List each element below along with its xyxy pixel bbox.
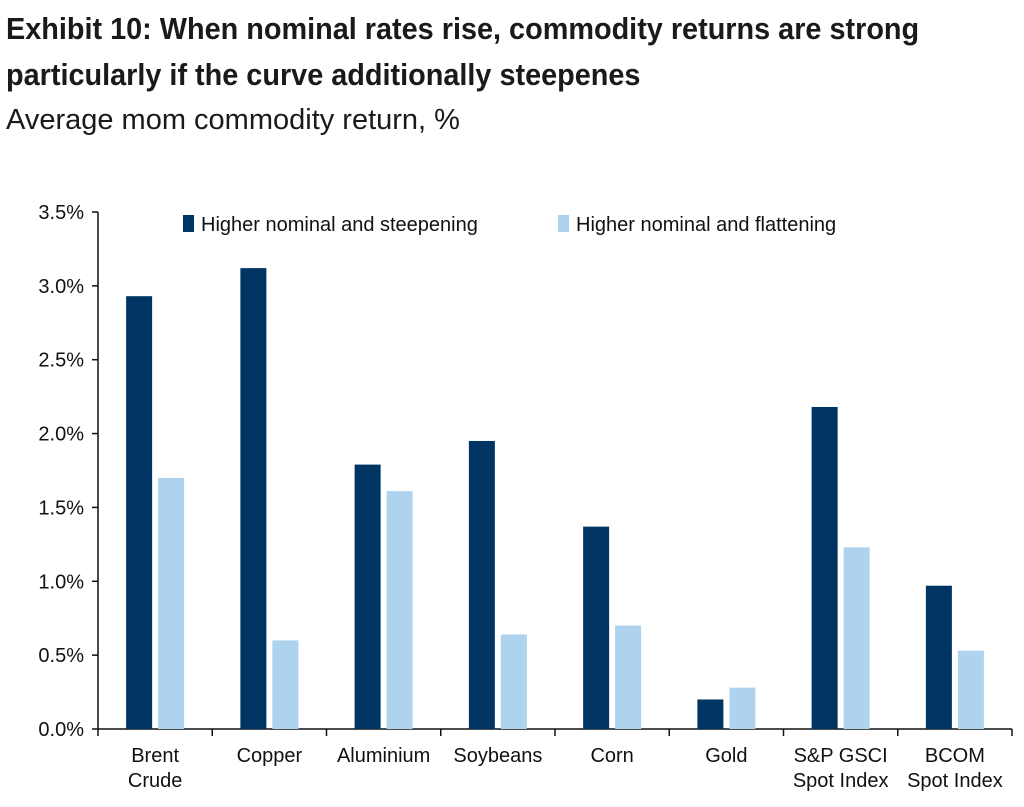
chart-subtitle: Average mom commodity return, % (6, 104, 460, 136)
bar-series-1 (925, 585, 952, 729)
x-tick-label: S&P GSCI (794, 745, 888, 767)
y-tick-label: 3.5% (38, 202, 84, 224)
bar-series-2 (957, 650, 984, 729)
x-tick-label: Gold (705, 745, 747, 767)
x-tick-label: Aluminium (337, 745, 430, 767)
x-axis: Brent Crude Copper Aluminium Soybeans Corn Gol… (97, 728, 1013, 792)
x-tick-label: Copper (237, 745, 303, 767)
y-tick-label: 1.0% (38, 571, 84, 593)
y-axis: 0.0% 0.5% 1.0% 1.5% 2.0% 2.5% 3.0% 3.5% (38, 202, 99, 741)
bar-series-1 (240, 268, 267, 729)
y-tick-label: 1.5% (38, 497, 84, 519)
x-tick-label: Spot Index (907, 770, 1003, 792)
bars (126, 268, 984, 729)
bar-series-1 (583, 526, 610, 729)
x-tick-label: Crude (128, 770, 182, 792)
bar-series-1 (468, 440, 495, 729)
legend-label: Higher nominal and flattening (576, 214, 836, 236)
bar-series-1 (697, 699, 724, 729)
bar-series-1 (354, 464, 381, 729)
bar-series-1 (811, 406, 838, 729)
bar-series-2 (500, 634, 527, 729)
legend-swatch (558, 215, 569, 232)
legend-swatch (183, 215, 194, 232)
y-tick-label: 2.0% (38, 424, 84, 446)
bar-series-2 (615, 625, 642, 729)
y-tick-label: 0.0% (38, 719, 84, 741)
bar-series-2 (843, 547, 870, 729)
x-tick-label: Brent (131, 745, 179, 767)
bar-series-2 (272, 640, 299, 729)
legend-label: Higher nominal and steepening (201, 214, 478, 236)
x-tick-label: Soybeans (453, 745, 542, 767)
chart-title-line-2: particularly if the curve additionally s… (6, 57, 641, 92)
chart-title: Exhibit 10: When nominal rates rise, com… (6, 6, 947, 98)
y-tick-label: 2.5% (38, 350, 84, 372)
x-tick-label: Spot Index (793, 770, 889, 792)
legend: Higher nominal and steepening Higher nomi… (183, 214, 836, 236)
bar-series-1 (126, 296, 153, 729)
x-tick-label: Corn (590, 745, 633, 767)
bar-series-2 (386, 491, 413, 729)
y-tick-label: 0.5% (38, 645, 84, 667)
x-tick-label: BCOM (925, 745, 985, 767)
bar-series-2 (158, 477, 185, 729)
chart-title-line-1: Exhibit 10: When nominal rates rise, com… (6, 11, 920, 46)
bar-series-2 (729, 687, 756, 729)
y-tick-label: 3.0% (38, 276, 84, 298)
